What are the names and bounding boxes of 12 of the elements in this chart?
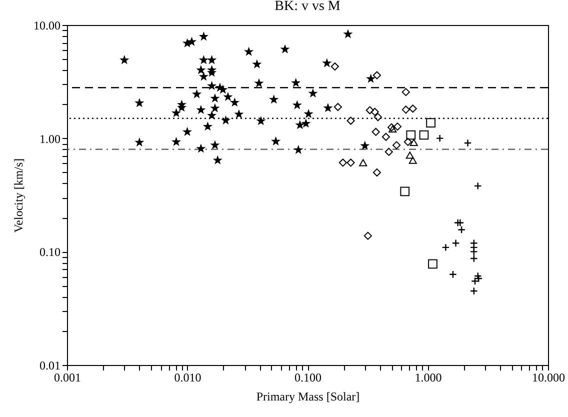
x-axis-title: Primary Mass [Solar] <box>256 390 360 404</box>
x-tick-label: 0.001 <box>54 370 81 384</box>
y-tick-label: 10.00 <box>34 18 60 32</box>
x-tick-label: 0.010 <box>174 370 202 384</box>
x-tick-label: 10.000 <box>532 370 565 384</box>
y-tick-label: 1.00 <box>40 132 60 146</box>
y-tick-label: 0.01 <box>40 358 60 372</box>
y-axis-title: Velocity [km/s] <box>12 158 26 233</box>
chart-title: BK: v vs M <box>274 0 341 14</box>
x-tick-label: 1.000 <box>414 370 442 384</box>
x-tick-label: 0.100 <box>294 370 322 384</box>
y-tick-label: 0.10 <box>40 245 60 260</box>
